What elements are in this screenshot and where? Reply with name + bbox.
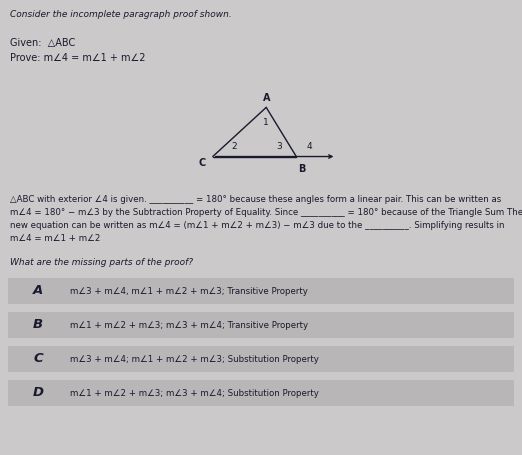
Text: m∠3 + m∠4; m∠1 + m∠2 + m∠3; Substitution Property: m∠3 + m∠4; m∠1 + m∠2 + m∠3; Substitution… [70, 354, 319, 364]
Text: △ABC with exterior ∠4 is given. __________ = 180° because these angles form a li: △ABC with exterior ∠4 is given. ________… [10, 195, 501, 204]
Text: D: D [32, 386, 43, 399]
FancyBboxPatch shape [8, 346, 514, 372]
Text: Consider the incomplete paragraph proof shown.: Consider the incomplete paragraph proof … [10, 10, 232, 19]
Text: Given:  △ABC: Given: △ABC [10, 38, 75, 48]
Text: C: C [33, 353, 43, 365]
Text: 3: 3 [277, 142, 282, 151]
Text: new equation can be written as m∠4 = (m∠1 + m∠2 + m∠3) − m∠3 due to the ________: new equation can be written as m∠4 = (m∠… [10, 221, 504, 230]
Text: What are the missing parts of the proof?: What are the missing parts of the proof? [10, 258, 193, 267]
Text: A: A [263, 93, 270, 103]
Text: B: B [33, 318, 43, 332]
Text: 2: 2 [232, 142, 238, 151]
FancyBboxPatch shape [8, 278, 514, 304]
Text: A: A [33, 284, 43, 298]
Text: 4: 4 [307, 142, 313, 151]
Text: C: C [199, 158, 206, 168]
FancyBboxPatch shape [8, 312, 514, 338]
Text: m∠1 + m∠2 + m∠3; m∠3 + m∠4; Substitution Property: m∠1 + m∠2 + m∠3; m∠3 + m∠4; Substitution… [70, 389, 319, 398]
Text: 1: 1 [263, 118, 269, 127]
Text: B: B [298, 164, 305, 174]
Text: m∠3 + m∠4, m∠1 + m∠2 + m∠3; Transitive Property: m∠3 + m∠4, m∠1 + m∠2 + m∠3; Transitive P… [70, 287, 308, 295]
Text: Prove: m∠4 = m∠1 + m∠2: Prove: m∠4 = m∠1 + m∠2 [10, 53, 146, 63]
Text: m∠4 = m∠1 + m∠2: m∠4 = m∠1 + m∠2 [10, 234, 100, 243]
Text: m∠4 = 180° − m∠3 by the Subtraction Property of Equality. Since __________ = 180: m∠4 = 180° − m∠3 by the Subtraction Prop… [10, 208, 522, 217]
FancyBboxPatch shape [8, 380, 514, 406]
Text: m∠1 + m∠2 + m∠3; m∠3 + m∠4; Transitive Property: m∠1 + m∠2 + m∠3; m∠3 + m∠4; Transitive P… [70, 320, 308, 329]
